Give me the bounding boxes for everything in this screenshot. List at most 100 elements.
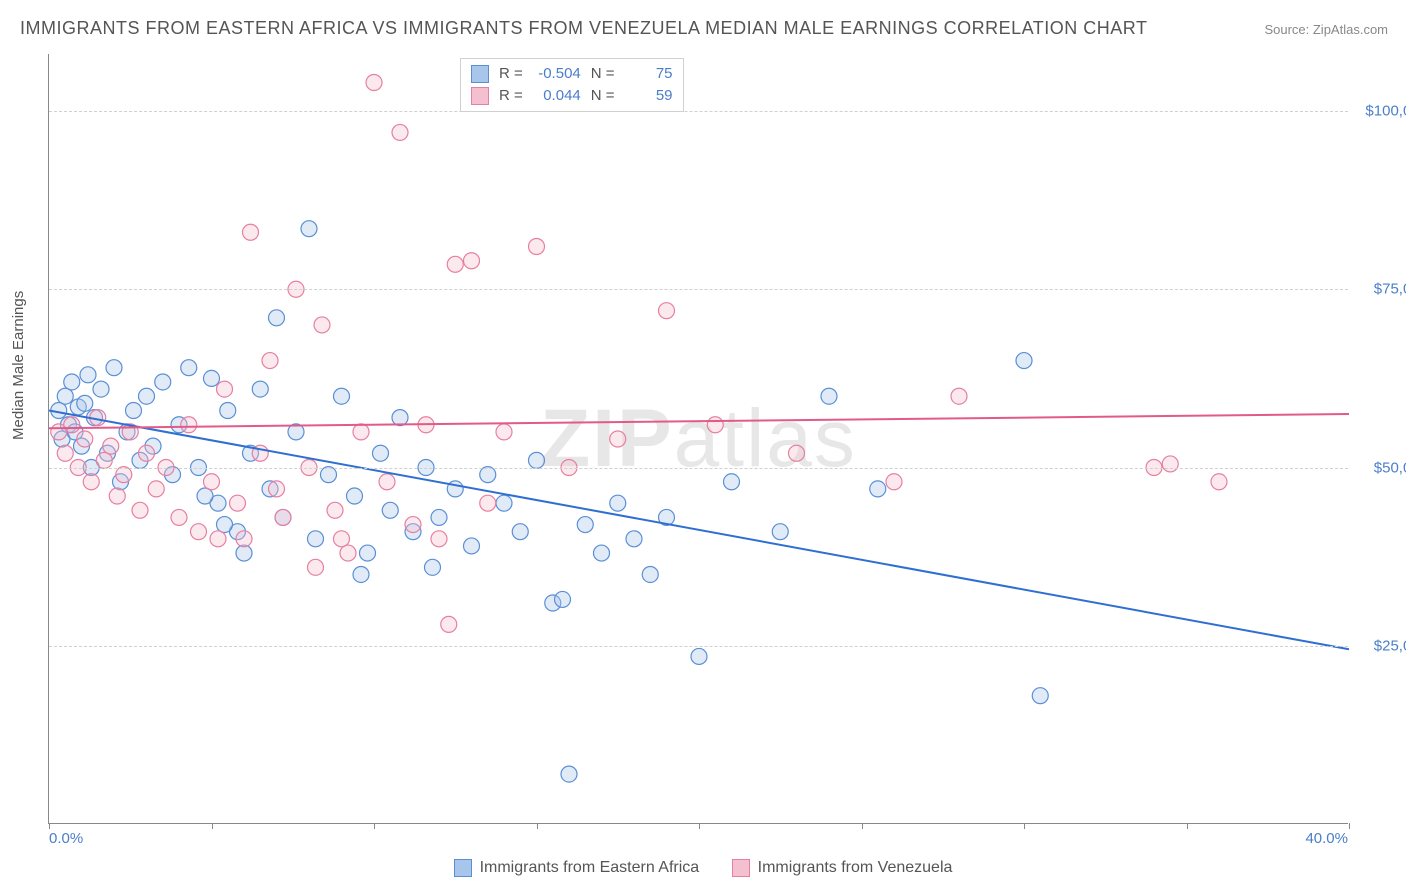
gridline bbox=[49, 468, 1348, 469]
data-point bbox=[139, 445, 155, 461]
n-value-2: 59 bbox=[621, 85, 673, 107]
data-point bbox=[529, 239, 545, 255]
data-point bbox=[392, 410, 408, 426]
n-value-1: 75 bbox=[621, 63, 673, 85]
data-point bbox=[109, 488, 125, 504]
data-point bbox=[340, 545, 356, 561]
data-point bbox=[594, 545, 610, 561]
trend-line bbox=[49, 414, 1349, 428]
y-tick-label: $100,000 bbox=[1365, 103, 1406, 120]
data-point bbox=[886, 474, 902, 490]
legend-stats-row-1: R = -0.504 N = 75 bbox=[471, 63, 673, 85]
data-point bbox=[561, 766, 577, 782]
data-point bbox=[217, 381, 233, 397]
y-tick-label: $50,000 bbox=[1374, 459, 1406, 476]
data-point bbox=[951, 388, 967, 404]
data-point bbox=[464, 538, 480, 554]
data-point bbox=[772, 524, 788, 540]
source-label: Source: ZipAtlas.com bbox=[1264, 22, 1388, 37]
data-point bbox=[243, 224, 259, 240]
data-point bbox=[96, 452, 112, 468]
data-point bbox=[1032, 688, 1048, 704]
data-point bbox=[373, 445, 389, 461]
data-point bbox=[353, 566, 369, 582]
data-point bbox=[659, 303, 675, 319]
r-label: R = bbox=[499, 63, 523, 85]
gridline bbox=[49, 646, 1348, 647]
data-point bbox=[789, 445, 805, 461]
data-point bbox=[464, 253, 480, 269]
data-point bbox=[103, 438, 119, 454]
data-point bbox=[217, 517, 233, 533]
data-point bbox=[1016, 353, 1032, 369]
data-point bbox=[334, 531, 350, 547]
data-point bbox=[83, 474, 99, 490]
data-point bbox=[327, 502, 343, 518]
data-point bbox=[496, 495, 512, 511]
data-point bbox=[269, 481, 285, 497]
data-point bbox=[626, 531, 642, 547]
data-point bbox=[360, 545, 376, 561]
data-point bbox=[529, 452, 545, 468]
n-label: N = bbox=[591, 63, 615, 85]
chart-area: ZIPatlas 0.0% 40.0% $25,000$50,000$75,00… bbox=[48, 54, 1348, 824]
data-point bbox=[308, 559, 324, 575]
data-point bbox=[392, 124, 408, 140]
data-point bbox=[262, 353, 278, 369]
data-point bbox=[382, 502, 398, 518]
chart-title: IMMIGRANTS FROM EASTERN AFRICA VS IMMIGR… bbox=[20, 18, 1147, 39]
data-point bbox=[126, 402, 142, 418]
data-point bbox=[555, 591, 571, 607]
data-point bbox=[447, 256, 463, 272]
data-point bbox=[379, 474, 395, 490]
swatch-series-1 bbox=[471, 65, 489, 83]
x-tick bbox=[1187, 823, 1188, 829]
data-point bbox=[204, 474, 220, 490]
data-point bbox=[441, 616, 457, 632]
data-point bbox=[334, 388, 350, 404]
data-point bbox=[155, 374, 171, 390]
data-point bbox=[610, 431, 626, 447]
x-tick bbox=[1024, 823, 1025, 829]
y-axis-title: Median Male Earnings bbox=[10, 291, 27, 440]
data-point bbox=[116, 467, 132, 483]
data-point bbox=[204, 370, 220, 386]
n-label: N = bbox=[591, 85, 615, 107]
gridline bbox=[49, 111, 1348, 112]
x-tick bbox=[862, 823, 863, 829]
data-point bbox=[496, 424, 512, 440]
data-point bbox=[1162, 456, 1178, 472]
data-point bbox=[93, 381, 109, 397]
data-point bbox=[431, 509, 447, 525]
data-point bbox=[347, 488, 363, 504]
data-point bbox=[870, 481, 886, 497]
data-point bbox=[353, 424, 369, 440]
legend-item-1: Immigrants from Eastern Africa bbox=[454, 859, 700, 877]
data-point bbox=[314, 317, 330, 333]
data-point bbox=[308, 531, 324, 547]
data-point bbox=[77, 395, 93, 411]
data-point bbox=[252, 381, 268, 397]
data-point bbox=[724, 474, 740, 490]
data-point bbox=[181, 360, 197, 376]
data-point bbox=[301, 221, 317, 237]
data-point bbox=[220, 402, 236, 418]
x-tick bbox=[1349, 823, 1350, 829]
data-point bbox=[321, 467, 337, 483]
data-point bbox=[480, 467, 496, 483]
legend-series: Immigrants from Eastern Africa Immigrant… bbox=[0, 859, 1406, 882]
data-point bbox=[148, 481, 164, 497]
data-point bbox=[577, 517, 593, 533]
data-point bbox=[191, 524, 207, 540]
data-point bbox=[57, 388, 73, 404]
swatch-series-2-bottom bbox=[732, 859, 750, 877]
x-tick bbox=[374, 823, 375, 829]
data-point bbox=[1211, 474, 1227, 490]
data-point bbox=[275, 509, 291, 525]
data-point bbox=[405, 517, 421, 533]
data-point bbox=[230, 495, 246, 511]
x-axis-label-max: 40.0% bbox=[1305, 830, 1348, 847]
data-point bbox=[57, 445, 73, 461]
data-point bbox=[642, 566, 658, 582]
y-tick-label: $75,000 bbox=[1374, 281, 1406, 298]
